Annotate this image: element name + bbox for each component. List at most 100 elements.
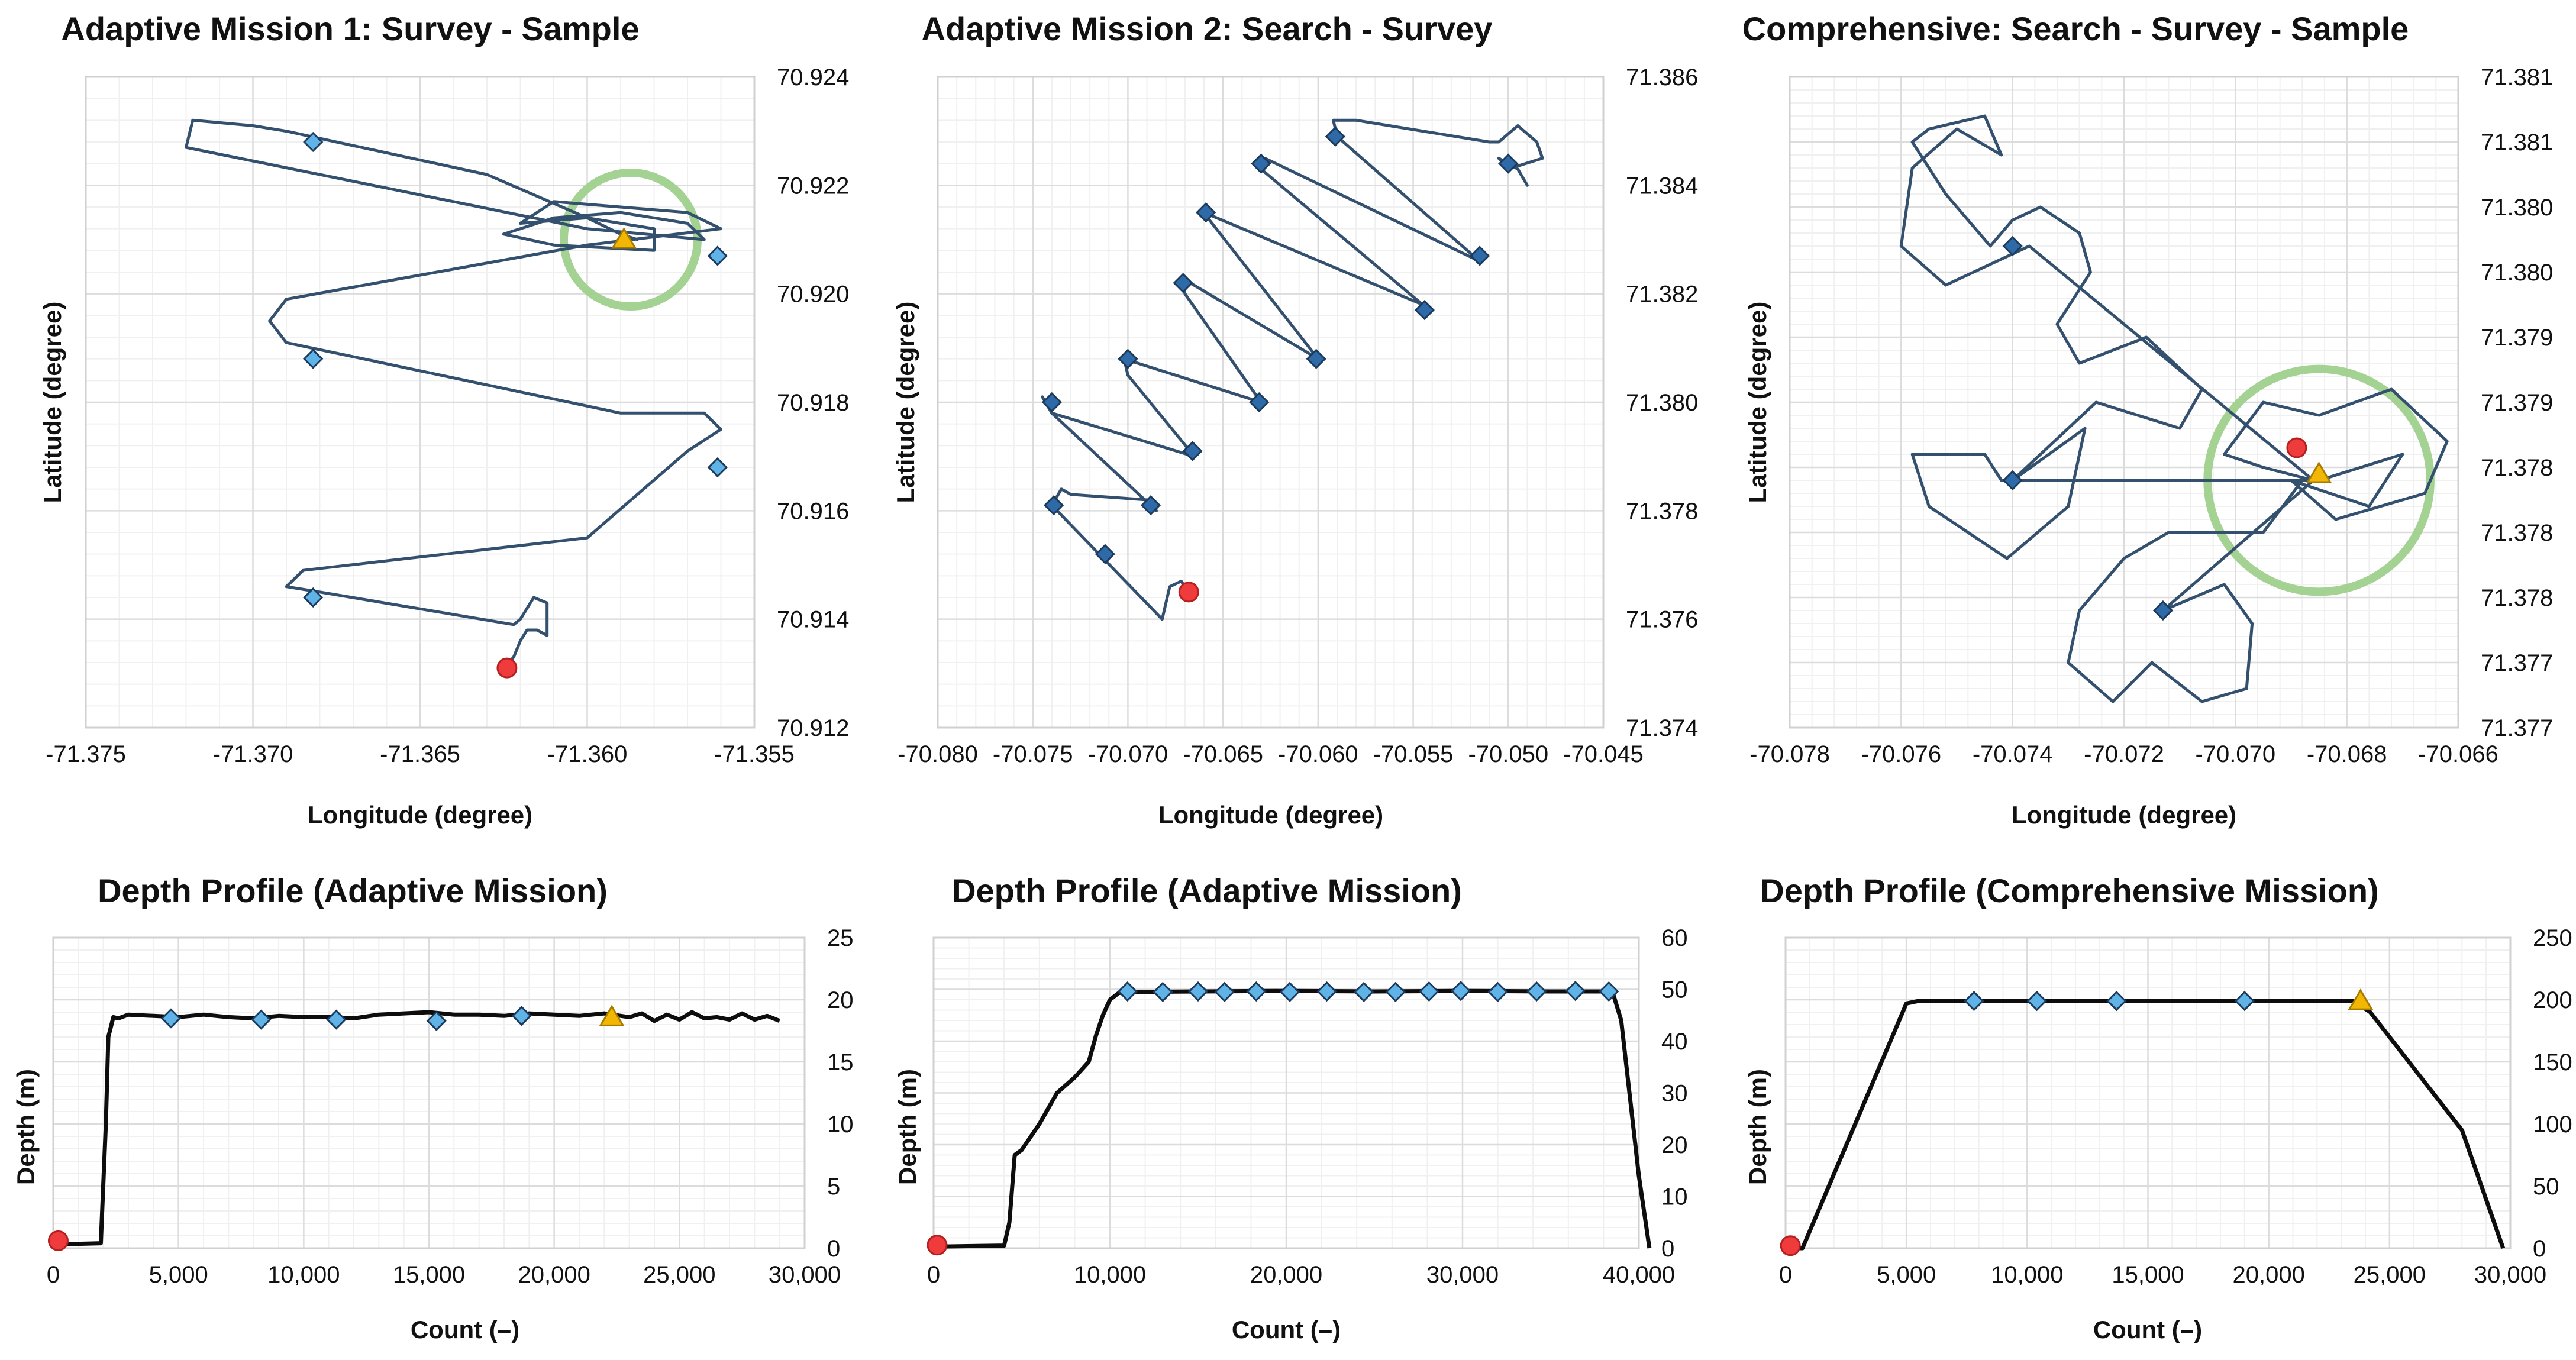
start-marker bbox=[927, 1235, 948, 1256]
y-tick-label: 70.916 bbox=[777, 498, 849, 524]
waypoint-marker bbox=[251, 1009, 272, 1030]
x-tick-labels: 0 5,000 10,000 15,000 20,000 25,000 30,000 bbox=[47, 1262, 841, 1288]
marker-layer bbox=[1041, 126, 1519, 603]
x-axis-label: Longitude (degree) bbox=[2012, 801, 2236, 829]
waypoint-marker bbox=[1469, 245, 1490, 266]
x-tick-label: 5,000 bbox=[149, 1262, 208, 1288]
y-tick-label: 71.378 bbox=[2481, 520, 2553, 546]
plot-frame bbox=[937, 76, 1605, 729]
x-tick-labels: 0 5,000 10,000 15,000 20,000 25,000 30,000 bbox=[1779, 1262, 2546, 1288]
x-tick-label: -70.055 bbox=[1373, 741, 1454, 767]
waypoint-marker bbox=[1599, 981, 1619, 1002]
x-tick-labels: -70.080 -70.075 -70.070 -70.065 -70.060 -70.0… bbox=[898, 741, 1644, 767]
end-marker bbox=[599, 1004, 625, 1026]
plot-frame bbox=[1789, 76, 2459, 729]
waypoint-marker bbox=[1414, 300, 1435, 321]
x-axis-label: Count (–) bbox=[2093, 1316, 2202, 1343]
end-marker bbox=[2348, 988, 2374, 1010]
waypoint-marker bbox=[2234, 990, 2255, 1012]
y-tick-labels: 71.377 71.377 71.378 71.378 71.378 71.379 71.3… bbox=[2481, 64, 2553, 741]
chart-panel-map3: Comprehensive: Search - Survey - Sample … bbox=[1742, 10, 2554, 829]
waypoint-marker bbox=[1140, 495, 1161, 516]
plot-frame bbox=[1784, 936, 2512, 1249]
waypoint-marker bbox=[1187, 981, 1209, 1002]
y-tick-label: 70.912 bbox=[777, 715, 849, 741]
x-tick-label: -71.360 bbox=[547, 741, 628, 767]
plot-frame bbox=[52, 936, 806, 1249]
y-tick-label: 71.377 bbox=[2481, 650, 2553, 676]
plot-frame bbox=[85, 76, 756, 729]
y-tick-label: 71.380 bbox=[2481, 260, 2553, 286]
x-tick-label: 30,000 bbox=[2474, 1262, 2546, 1288]
x-tick-label: 30,000 bbox=[1426, 1262, 1499, 1288]
waypoint-marker bbox=[1306, 348, 1326, 369]
waypoint-marker bbox=[160, 1008, 182, 1029]
start-marker bbox=[47, 1230, 69, 1251]
waypoint-marker bbox=[1498, 153, 1519, 174]
marker-layer bbox=[303, 131, 728, 679]
x-tick-label: 5,000 bbox=[1877, 1262, 1936, 1288]
marker-layer bbox=[1780, 988, 2374, 1256]
y-tick-label: 60 bbox=[1661, 925, 1688, 951]
y-tick-label: 10 bbox=[1661, 1184, 1688, 1210]
x-tick-label: 10,000 bbox=[1074, 1262, 1146, 1288]
waypoint-marker bbox=[1450, 981, 1471, 1002]
waypoint-marker bbox=[303, 587, 324, 608]
waypoint-marker bbox=[1487, 981, 1508, 1002]
start-marker bbox=[2286, 437, 2307, 458]
y-tick-labels: 0 10 20 30 40 50 60 bbox=[1661, 925, 1688, 1262]
waypoint-marker bbox=[326, 1009, 347, 1030]
y-tick-label: 71.382 bbox=[1626, 282, 1698, 308]
y-tick-label: 25 bbox=[827, 925, 854, 951]
x-axis-label: Longitude (degree) bbox=[1158, 801, 1383, 829]
waypoint-marker bbox=[303, 348, 324, 369]
y-tick-label: 71.378 bbox=[2481, 585, 2553, 611]
x-tick-label: -71.375 bbox=[46, 741, 126, 767]
waypoint-marker bbox=[1043, 495, 1064, 516]
waypoint-marker bbox=[1325, 126, 1345, 147]
x-tick-label: 0 bbox=[47, 1262, 60, 1288]
waypoint-marker bbox=[1041, 392, 1062, 413]
y-axis-label: Depth (m) bbox=[893, 1069, 921, 1185]
waypoint-marker bbox=[1153, 981, 1173, 1002]
y-tick-label: 40 bbox=[1661, 1029, 1688, 1055]
marker-layer bbox=[2002, 235, 2332, 621]
waypoint-marker bbox=[2106, 990, 2127, 1012]
x-tick-label: 40,000 bbox=[1603, 1262, 1675, 1288]
y-tick-label: 100 bbox=[2533, 1112, 2572, 1138]
y-tick-label: 71.378 bbox=[2481, 455, 2553, 481]
x-tick-label: -70.072 bbox=[2084, 741, 2164, 767]
waypoint-marker bbox=[1353, 981, 1374, 1002]
x-tick-label: 10,000 bbox=[1991, 1262, 2063, 1288]
x-tick-label: -71.365 bbox=[380, 741, 460, 767]
gridlines bbox=[1784, 936, 2512, 1249]
waypoint-marker bbox=[1385, 981, 1406, 1002]
y-tick-label: 0 bbox=[1661, 1236, 1674, 1262]
waypoint-marker bbox=[1118, 348, 1138, 369]
y-tick-label: 71.379 bbox=[2481, 390, 2553, 416]
waypoint-marker bbox=[426, 1010, 447, 1031]
plot-frame bbox=[932, 936, 1640, 1249]
chart-title: Comprehensive: Search - Survey - Sample bbox=[1742, 10, 2409, 47]
waypoint-marker bbox=[1316, 981, 1337, 1002]
waypoint-marker bbox=[1117, 981, 1138, 1002]
y-tick-label: 71.374 bbox=[1626, 715, 1698, 741]
series-layer bbox=[1899, 114, 2449, 703]
x-axis-label: Count (–) bbox=[1232, 1316, 1341, 1343]
gridlines bbox=[932, 936, 1640, 1249]
y-axis-label: Latitude (degree) bbox=[1744, 302, 1771, 503]
waypoint-marker bbox=[1196, 202, 1216, 223]
x-axis-label: Longitude (degree) bbox=[308, 801, 532, 829]
x-tick-labels: 0 10,000 20,000 30,000 40,000 bbox=[927, 1262, 1675, 1288]
gridlines bbox=[52, 936, 806, 1249]
y-tick-label: 150 bbox=[2533, 1049, 2572, 1075]
waypoint-marker bbox=[1246, 981, 1267, 1002]
x-tick-labels: -70.078 -70.076 -70.074 -70.072 -70.070 -70.0… bbox=[1749, 741, 2498, 767]
waypoint-marker bbox=[1964, 990, 1984, 1012]
y-tick-label: 50 bbox=[2533, 1174, 2559, 1200]
end-marker bbox=[2306, 461, 2332, 483]
trajectory-line bbox=[185, 118, 722, 670]
x-tick-label: -70.068 bbox=[2307, 741, 2387, 767]
waypoint-marker bbox=[707, 245, 728, 266]
